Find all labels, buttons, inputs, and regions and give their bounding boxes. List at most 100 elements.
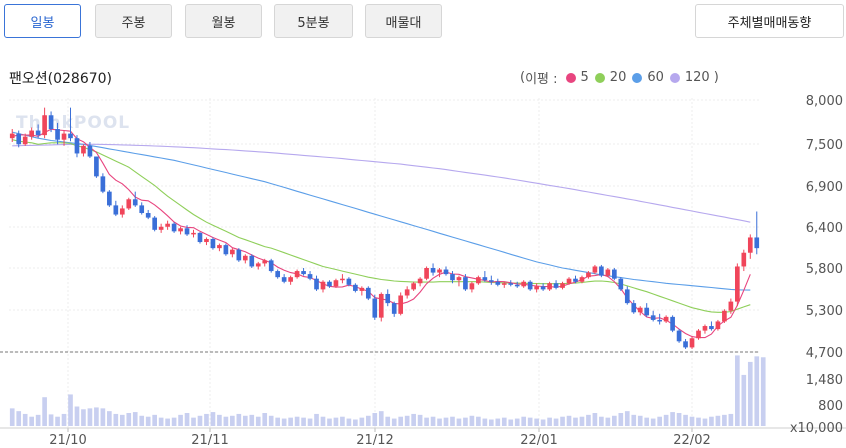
candle-body [391, 303, 397, 314]
candle-body [637, 307, 643, 313]
volume-bar [353, 419, 358, 426]
volume-bar [683, 414, 688, 426]
candle-body [223, 245, 229, 255]
candle-body [35, 130, 41, 136]
legend-ma5-label: 5 [580, 70, 589, 85]
candle-body [281, 277, 287, 282]
volume-bar [9, 408, 15, 426]
candle-body [81, 145, 86, 154]
candle-body [683, 341, 688, 348]
candle-body [230, 249, 235, 255]
candle-body [586, 272, 591, 278]
legend-ma120-label: 120 [684, 70, 710, 85]
candle-body [158, 226, 164, 230]
candle-body [754, 237, 760, 249]
tab-weekly[interactable]: 주봉 [95, 4, 172, 38]
volume-tick-label: 800 [818, 399, 843, 414]
candle-body [469, 283, 475, 290]
candle-body [488, 280, 494, 282]
volume-bar [126, 412, 132, 426]
volume-bar [378, 411, 384, 426]
volume-bar [508, 419, 514, 426]
volume-bar [637, 415, 643, 426]
candle-body [288, 277, 293, 282]
volume-bar [87, 408, 93, 426]
candle-body [178, 228, 183, 232]
volume-bar [223, 416, 229, 426]
volume-bar [586, 414, 591, 426]
candle-body [482, 277, 488, 281]
volume-bar [74, 406, 80, 426]
candle-body [378, 293, 384, 318]
volume-bar [81, 409, 86, 426]
candle-body [404, 289, 410, 296]
candle-body [385, 293, 391, 304]
volume-bar [171, 417, 177, 426]
volume-bar [612, 415, 617, 426]
candle-body [702, 326, 708, 331]
candle-body [618, 278, 624, 290]
volume-bar [411, 413, 416, 426]
volume-bar [443, 417, 449, 426]
volume-bar [327, 418, 332, 426]
candle-body [204, 238, 209, 243]
volume-bar [346, 418, 352, 426]
volume-bar [534, 418, 539, 426]
legend-open-paren: ( [520, 70, 526, 85]
volume-bar [275, 417, 281, 426]
volume-bar [573, 417, 578, 426]
candle-body [74, 138, 80, 154]
volume-bar [670, 412, 675, 426]
tab-daily[interactable]: 일봉 [4, 4, 81, 38]
candle-body [165, 223, 170, 227]
volume-bar [488, 419, 494, 426]
volume-bar [333, 417, 339, 426]
volume-bar [495, 418, 501, 426]
candle-body [540, 286, 546, 290]
candle-body [87, 145, 93, 157]
candle-body [48, 115, 54, 130]
volume-unit-label: x10,000 [790, 421, 843, 436]
volume-bar [165, 418, 170, 426]
volume-bar [55, 416, 60, 426]
candle-body [327, 281, 332, 287]
candle-body [424, 268, 429, 279]
candle-body [644, 307, 650, 316]
volume-bar [320, 416, 326, 426]
volume-bar [476, 416, 481, 426]
volume-bar [94, 407, 99, 426]
tab-volume-profile[interactable]: 매물대 [365, 4, 442, 38]
tab-5min[interactable]: 5분봉 [274, 4, 353, 38]
volume-bar [107, 411, 112, 426]
volume-bar [631, 414, 637, 426]
volume-bar [307, 418, 313, 426]
legend-close-paren: ) [713, 70, 719, 85]
legend-item-ma5: 5 [565, 70, 589, 85]
volume-bar [398, 416, 404, 426]
candle-body [612, 269, 617, 279]
tab-monthly[interactable]: 월봉 [185, 4, 262, 38]
investor-trading-button[interactable]: 주체별매매동향 [695, 4, 844, 38]
candle-body [346, 278, 352, 285]
candle-body [605, 269, 611, 276]
candle-body [741, 252, 747, 267]
legend-item-ma120: 120 [669, 70, 710, 85]
watermark: ThinkPOOL [16, 113, 130, 133]
candle-body [301, 271, 306, 275]
candle-body [365, 287, 371, 299]
candle-body [456, 277, 462, 281]
volume-bar [204, 413, 209, 426]
candle-body [372, 298, 378, 318]
candle-body [437, 269, 442, 273]
volume-bar [760, 357, 766, 426]
candle-body [560, 283, 565, 288]
volume-bar [152, 414, 157, 426]
candle-body [55, 129, 60, 140]
candle-body [599, 266, 604, 276]
candle-body [145, 213, 151, 218]
volume-bar [294, 416, 300, 426]
candle-body [340, 278, 345, 281]
volume-bar [255, 416, 261, 426]
volume-bar [61, 413, 67, 426]
